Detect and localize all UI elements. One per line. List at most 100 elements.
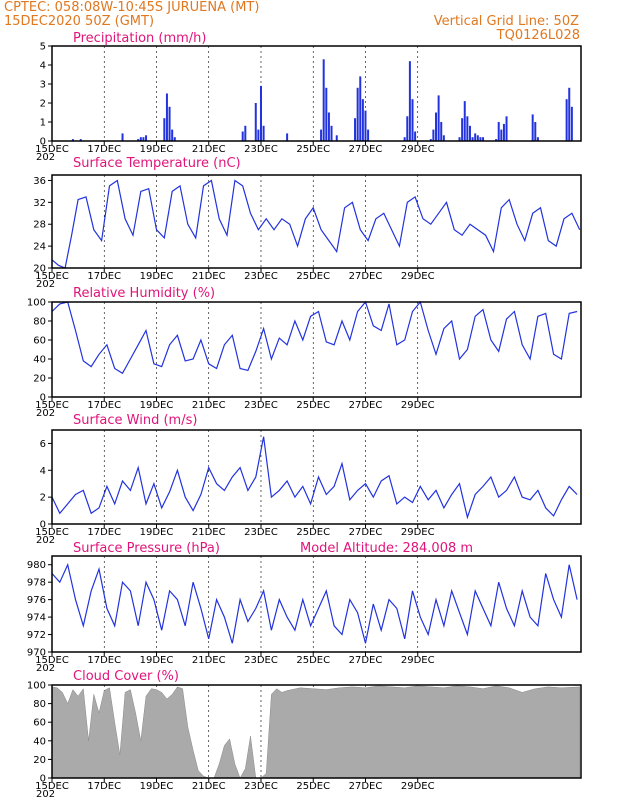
series-line (51, 300, 578, 375)
y-tick-label: 60 (33, 336, 46, 347)
x-tick-label: 15DEC (35, 144, 69, 155)
precip-bar (145, 135, 148, 141)
precip-bar (142, 137, 145, 141)
precip-bar (461, 118, 464, 141)
x-tick-label: 21DEC (192, 781, 226, 792)
x-tick-label: 23DEC (244, 655, 278, 666)
x-tick-label: 15DEC (35, 655, 69, 666)
precip-bar (79, 139, 82, 141)
panel-1: Surface Temperature (nC) 20 24 28 32 36 15DEC 1… (33, 156, 582, 290)
x-tick-label: 19DEC (140, 271, 174, 282)
panel-title: Precipitation (mm/h) (73, 31, 206, 46)
precip-bar (435, 112, 438, 141)
precip-bar (335, 135, 338, 141)
y-tick-label: 978 (27, 578, 46, 589)
precip-bar (71, 139, 74, 141)
x-tick-label: 21DEC (192, 655, 226, 666)
panel-frame (51, 174, 582, 269)
panels: Precipitation (mm/h) 0 1 2 3 4 5 15DEC 17DEC 19DE… (27, 31, 582, 800)
x-tick-label: 21DEC (192, 144, 226, 155)
precip-bar (137, 139, 140, 141)
precip-bar (468, 125, 471, 141)
precip-bar (361, 99, 364, 141)
precip-bar (476, 135, 479, 141)
x-tick-label: 23DEC (244, 781, 278, 792)
y-tick-label: 5 (40, 42, 46, 53)
x-tick-label: 29DEC (401, 781, 435, 792)
precip-bar (568, 87, 571, 141)
y-tick-label: 0 (40, 137, 46, 148)
y-tick-label: 4 (40, 466, 46, 477)
precip-bar (471, 137, 474, 141)
panel-4: Surface Pressure (hPa) Model Altitude: 28… (27, 541, 582, 674)
precip-bar (330, 125, 333, 141)
x-tick-year: 202 (36, 408, 55, 419)
y-tick-label: 80 (33, 317, 46, 328)
y-tick-label: 40 (33, 355, 46, 366)
y-tick-label: 4 (40, 61, 46, 72)
x-tick-label: 29DEC (401, 655, 435, 666)
x-tick-label: 29DEC (401, 271, 435, 282)
y-tick-label: 0 (40, 774, 46, 785)
panel-title: Relative Humidity (%) (73, 286, 215, 301)
x-tick-label: 25DEC (296, 144, 330, 155)
panel-frame (51, 684, 582, 779)
precip-bar (505, 116, 508, 141)
precip-bar (570, 106, 573, 141)
precip-bar (414, 131, 417, 141)
panel-frame (51, 555, 582, 653)
x-tick-label: 19DEC (140, 527, 174, 538)
precip-bar (254, 103, 257, 141)
precip-bar (500, 129, 503, 141)
precip-bar (442, 135, 445, 141)
panel-title: Surface Temperature (nC) (73, 156, 241, 171)
y-tick-label: 32 (33, 198, 46, 209)
precip-bar (165, 93, 168, 141)
panel-title: Surface Pressure (hPa) (73, 541, 220, 556)
x-tick-label: 15DEC (35, 271, 69, 282)
y-tick-label: 3 (40, 80, 46, 91)
y-tick-label: 972 (27, 630, 46, 641)
precip-bar (325, 87, 328, 141)
precip-bar (482, 137, 485, 141)
precip-bar (171, 129, 174, 141)
precip-bar (173, 137, 176, 141)
y-tick-label: 100 (27, 298, 46, 309)
y-tick-label: 80 (33, 699, 46, 710)
series-line (51, 562, 578, 644)
precip-bar (536, 137, 539, 141)
x-tick-label: 25DEC (296, 527, 330, 538)
x-tick-label: 29DEC (401, 400, 435, 411)
header-station: CPTEC: 058:08W-10:45S JURUENA (MT) (4, 0, 259, 15)
series-line (51, 436, 578, 520)
precip-bar (356, 87, 359, 141)
x-tick-label: 21DEC (192, 271, 226, 282)
x-tick-year: 202 (36, 535, 55, 546)
panel-frame (51, 301, 582, 398)
panel-frame (51, 45, 582, 142)
header-grid-line: Vertical Grid Line: 50Z (434, 14, 579, 29)
x-tick-label: 23DEC (244, 400, 278, 411)
x-tick-year: 202 (36, 279, 55, 290)
precip-bar (432, 129, 435, 141)
x-tick-label: 27DEC (349, 527, 383, 538)
precip-bar (244, 125, 247, 141)
precip-bar (163, 118, 166, 141)
cloud-area (51, 685, 580, 779)
x-tick-label: 23DEC (244, 527, 278, 538)
y-tick-label: 24 (33, 242, 46, 253)
x-tick-label: 17DEC (87, 527, 121, 538)
x-tick-label: 17DEC (87, 144, 121, 155)
y-tick-label: 2 (40, 99, 46, 110)
panel-5: Cloud Cover (%) 0 20 40 60 80 100 15DEC 17DEC 19D… (27, 669, 582, 800)
x-tick-label: 19DEC (140, 400, 174, 411)
precip-bar (440, 122, 443, 141)
precip-bar (429, 139, 432, 141)
precip-bar (502, 123, 505, 141)
precip-bar (474, 133, 477, 141)
x-tick-label: 15DEC (35, 400, 69, 411)
x-tick-label: 15DEC (35, 781, 69, 792)
y-tick-label: 974 (27, 613, 46, 624)
y-tick-label: 60 (33, 718, 46, 729)
